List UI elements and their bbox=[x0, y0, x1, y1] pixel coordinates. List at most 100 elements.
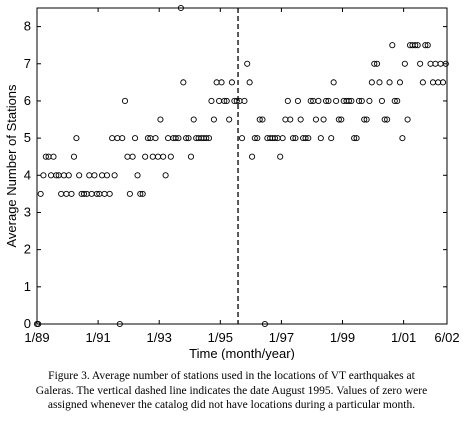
x-tick-label: 6/02 bbox=[434, 330, 459, 345]
data-point bbox=[121, 97, 129, 104]
data-point bbox=[172, 135, 179, 142]
data-point bbox=[429, 79, 436, 86]
data-point bbox=[442, 60, 449, 67]
data-point bbox=[289, 135, 297, 142]
data-point bbox=[129, 153, 136, 160]
data-point bbox=[422, 42, 429, 49]
data-point bbox=[261, 320, 268, 328]
y-tick-label: 0 bbox=[24, 316, 31, 331]
data-point bbox=[335, 116, 342, 123]
data-point bbox=[328, 135, 335, 142]
data-point bbox=[80, 190, 88, 197]
data-point bbox=[132, 135, 139, 142]
data-point bbox=[88, 190, 95, 197]
data-point bbox=[40, 172, 47, 179]
data-point bbox=[282, 116, 289, 123]
data-point bbox=[65, 172, 72, 179]
x-tick-label: 1/99 bbox=[330, 330, 355, 345]
data-point bbox=[183, 135, 190, 142]
data-point bbox=[223, 97, 230, 104]
data-point bbox=[358, 97, 365, 104]
data-point bbox=[218, 79, 225, 86]
data-point bbox=[315, 97, 322, 104]
data-point bbox=[259, 116, 266, 123]
data-point bbox=[333, 97, 340, 104]
data-point bbox=[256, 116, 263, 123]
data-point bbox=[86, 172, 93, 179]
y-tick-label: 8 bbox=[24, 19, 31, 34]
data-point bbox=[302, 135, 309, 142]
data-point bbox=[152, 135, 159, 142]
data-point bbox=[435, 79, 442, 86]
data-point bbox=[351, 135, 358, 142]
data-point bbox=[167, 153, 174, 160]
data-point bbox=[355, 97, 363, 104]
data-point bbox=[312, 116, 319, 123]
data-point bbox=[238, 135, 246, 142]
data-point bbox=[53, 172, 60, 179]
data-point bbox=[60, 172, 67, 179]
data-point bbox=[251, 135, 258, 142]
data-point bbox=[412, 42, 419, 49]
y-tick-label: 6 bbox=[24, 93, 31, 108]
caption-line-1: Figure 3. Average number of stations use… bbox=[48, 370, 415, 382]
data-point bbox=[190, 116, 197, 123]
data-point bbox=[366, 97, 373, 104]
data-point bbox=[139, 190, 146, 197]
data-point bbox=[116, 320, 123, 328]
data-point bbox=[187, 153, 195, 160]
data-point bbox=[378, 97, 385, 104]
data-point bbox=[246, 79, 253, 86]
data-point bbox=[338, 116, 345, 123]
data-point bbox=[353, 135, 360, 142]
data-point bbox=[70, 153, 78, 160]
data-point bbox=[216, 97, 223, 104]
data-point bbox=[177, 4, 184, 12]
data-point bbox=[210, 116, 217, 123]
data-point bbox=[175, 135, 182, 142]
data-point bbox=[284, 97, 291, 104]
data-point bbox=[437, 60, 444, 67]
data-point bbox=[205, 135, 213, 142]
data-point bbox=[35, 320, 42, 328]
data-point bbox=[157, 116, 164, 123]
data-point bbox=[114, 135, 121, 142]
y-tick-label: 3 bbox=[24, 204, 31, 219]
data-point bbox=[396, 79, 404, 86]
data-point bbox=[424, 42, 431, 49]
data-point bbox=[111, 172, 118, 179]
data-point bbox=[363, 116, 370, 123]
data-point bbox=[134, 172, 141, 179]
data-point bbox=[160, 153, 167, 160]
data-point bbox=[414, 42, 421, 49]
data-point bbox=[317, 135, 324, 142]
x-axis-title: Time (month/year) bbox=[189, 346, 295, 360]
data-point bbox=[93, 190, 100, 197]
data-point bbox=[417, 60, 424, 67]
data-point bbox=[50, 153, 57, 160]
x-tick-label: 1/01 bbox=[391, 330, 416, 345]
data-point bbox=[287, 116, 294, 123]
data-point bbox=[249, 153, 256, 160]
y-tick-label: 4 bbox=[24, 167, 31, 182]
data-point bbox=[233, 97, 240, 104]
data-point bbox=[279, 135, 286, 142]
data-point bbox=[203, 135, 210, 142]
data-point bbox=[386, 79, 393, 86]
data-point bbox=[58, 190, 65, 197]
data-point bbox=[399, 135, 406, 142]
data-point bbox=[389, 42, 396, 49]
x-tick-label: 1/93 bbox=[147, 330, 172, 345]
data-point bbox=[384, 116, 391, 123]
data-point bbox=[42, 153, 49, 160]
caption-line-3: assigned whenever the catalog did not ha… bbox=[47, 399, 416, 411]
data-point bbox=[381, 116, 388, 123]
figure-caption: Figure 3. Average number of stations use… bbox=[6, 369, 457, 413]
y-axis-title: Average Number of Stations bbox=[4, 84, 19, 248]
x-tick-label: 1/91 bbox=[85, 330, 110, 345]
data-point bbox=[119, 135, 126, 142]
y-tick-label: 2 bbox=[24, 242, 31, 257]
data-point bbox=[373, 60, 381, 67]
y-tick-label: 7 bbox=[24, 56, 31, 71]
data-point bbox=[419, 79, 426, 86]
